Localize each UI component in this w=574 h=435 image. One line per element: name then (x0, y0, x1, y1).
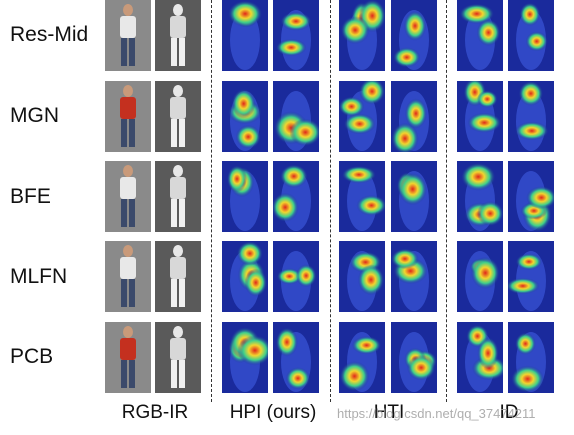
tile-mgn-id-b (508, 81, 554, 152)
tile-mgn-id-a (457, 81, 503, 152)
tile-mlfn-id-b (508, 241, 554, 312)
tile-res-mid-hpi-b (273, 0, 319, 71)
column-separator-2 (330, 0, 331, 402)
tile-bfe-id-a (457, 161, 503, 232)
tile-bfe-ir (155, 161, 201, 232)
tile-pcb-hpi-a (222, 322, 268, 393)
tile-mgn-hti-b (391, 81, 437, 152)
tile-res-mid-rgb (105, 0, 151, 71)
tile-res-mid-hti-b (391, 0, 437, 71)
tile-res-mid-id-a (457, 0, 503, 71)
column-separator-1 (211, 0, 212, 402)
tile-res-mid-id-b (508, 0, 554, 71)
watermark-text: https://blog.csdn.net/qq_37474211 (337, 406, 536, 421)
tile-pcb-rgb (105, 322, 151, 393)
column-label-hpi: HPI (ours) (229, 402, 317, 423)
tile-mgn-hpi-b (273, 81, 319, 152)
tile-res-mid-hpi-a (222, 0, 268, 71)
tile-mlfn-hpi-b (273, 241, 319, 312)
tile-pcb-hpi-b (273, 322, 319, 393)
tile-mlfn-hti-b (391, 241, 437, 312)
tile-pcb-hti-a (339, 322, 385, 393)
tile-bfe-id-b (508, 161, 554, 232)
row-label-mlfn: MLFN (10, 265, 68, 288)
tile-mgn-rgb (105, 81, 151, 152)
tile-pcb-id-b (508, 322, 554, 393)
tile-mlfn-hti-a (339, 241, 385, 312)
tile-bfe-hpi-a (222, 161, 268, 232)
tile-bfe-rgb (105, 161, 151, 232)
tile-bfe-hti-a (339, 161, 385, 232)
column-label-hti: HTI (373, 402, 405, 423)
tile-mlfn-hpi-a (222, 241, 268, 312)
tile-mlfn-id-a (457, 241, 503, 312)
tile-bfe-hti-b (391, 161, 437, 232)
tile-res-mid-hti-a (339, 0, 385, 71)
row-label-bfe: BFE (10, 185, 51, 208)
tile-pcb-hti-b (391, 322, 437, 393)
tile-mgn-hti-a (339, 81, 385, 152)
column-label-rgb-ir: RGB-IR (121, 402, 189, 423)
row-label-pcb: PCB (10, 345, 54, 368)
tile-mlfn-rgb (105, 241, 151, 312)
tile-mgn-ir (155, 81, 201, 152)
tile-mgn-hpi-a (222, 81, 268, 152)
row-label-res-mid: Res-Mid (10, 23, 89, 46)
column-separator-3 (446, 0, 447, 402)
tile-pcb-ir (155, 322, 201, 393)
tile-pcb-id-a (457, 322, 503, 393)
column-label-id: ID (499, 402, 519, 423)
tile-bfe-hpi-b (273, 161, 319, 232)
tile-mlfn-ir (155, 241, 201, 312)
tile-res-mid-ir (155, 0, 201, 71)
row-label-mgn: MGN (10, 104, 59, 127)
